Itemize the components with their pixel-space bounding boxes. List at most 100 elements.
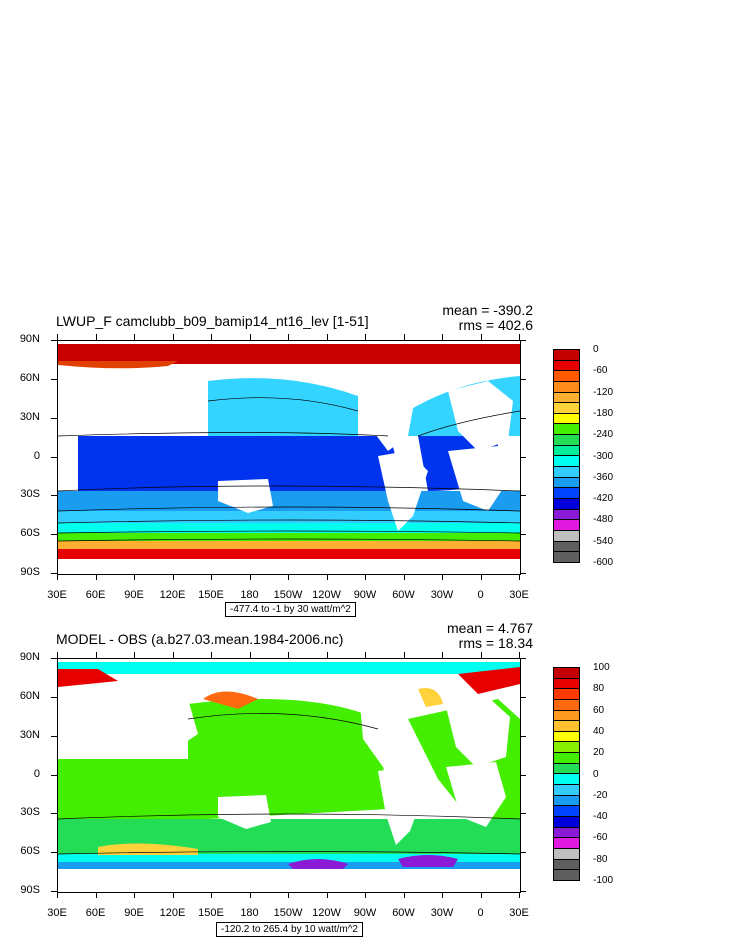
lon-label: 0 (477, 589, 484, 601)
bottom-map-plot (57, 658, 521, 893)
lon-tick (326, 334, 328, 340)
lon-tick (288, 652, 289, 658)
lon-tick (95, 574, 97, 580)
lon-label: 60E (85, 589, 106, 601)
lat-label: 60N (19, 371, 40, 384)
bottom-panel-title: MODEL - OBS (a.b27.03.mean.1984-2006.nc) (56, 631, 344, 647)
bottom-map-panel: MODEL - OBS (a.b27.03.mean.1984-2006.nc)… (0, 618, 733, 945)
lat-tick (520, 378, 526, 380)
lon-tick (326, 652, 328, 658)
lon-tick (211, 334, 212, 340)
lon-tick (211, 574, 212, 580)
lon-tick (288, 574, 289, 580)
colorbar-label: 60 (593, 704, 605, 716)
colorbar-label: 0 (593, 344, 599, 355)
lat-tick (520, 340, 526, 341)
lon-tick (249, 892, 251, 898)
lon-label: 120W (312, 907, 341, 919)
colorbar-label: 80 (593, 683, 605, 695)
lon-label: 90W (353, 907, 377, 919)
top-range-box: -477.4 to -1 by 30 watt/m^2 (225, 602, 356, 617)
lon-tick (95, 334, 97, 340)
colorbar-label: -480 (593, 514, 614, 526)
lon-label: 60E (85, 907, 106, 919)
colorbar-label: -100 (593, 875, 614, 886)
lon-tick (403, 892, 405, 898)
lon-tick (134, 652, 135, 658)
colorbar-label: -60 (593, 832, 608, 844)
lon-tick (403, 334, 405, 340)
lon-tick (480, 892, 482, 898)
lon-tick (134, 892, 135, 898)
bottom-map-field (58, 659, 520, 892)
lat-tick (51, 573, 57, 574)
colorbar-label: -60 (593, 365, 608, 377)
lon-tick (249, 334, 251, 340)
lon-tick (172, 892, 174, 898)
lat-tick (51, 456, 57, 458)
lon-tick (519, 652, 520, 658)
top-map-plot (57, 340, 521, 575)
lon-label: 120E (159, 589, 186, 601)
lon-tick (519, 334, 520, 340)
lat-label: 30S (20, 488, 40, 501)
colorbar-label: -120 (593, 386, 614, 398)
lat-label: 30N (19, 728, 40, 741)
colorbar-label: -240 (593, 429, 614, 441)
lat-tick (51, 852, 57, 854)
lat-tick (520, 417, 526, 419)
lon-tick (57, 574, 58, 580)
lat-tick (51, 774, 57, 776)
lon-tick (403, 574, 405, 580)
lon-label: 150W (273, 589, 303, 601)
colorbar-label: 100 (593, 662, 610, 673)
lat-tick (51, 417, 57, 419)
lat-label: 0 (33, 767, 40, 780)
lat-tick (51, 378, 57, 380)
lon-label: 30W (430, 589, 454, 601)
colorbar-label: 40 (593, 725, 605, 737)
lon-tick (442, 892, 443, 898)
lon-tick (288, 892, 289, 898)
lon-tick (172, 574, 174, 580)
top-panel-title: LWUP_F camclubb_b09_bamip14_nt16_lev [1-… (56, 313, 369, 329)
lon-tick (365, 652, 366, 658)
lon-tick (134, 334, 135, 340)
lon-tick (249, 652, 251, 658)
bottom-colorbar (553, 667, 580, 881)
lat-label: 60S (20, 527, 40, 540)
colorbar-label: 20 (593, 747, 605, 759)
lon-label: 30E (47, 907, 67, 919)
lat-tick (520, 735, 526, 737)
top-panel-mean: mean = -390.2 (442, 302, 533, 318)
lat-label: 60S (20, 845, 40, 858)
lon-tick (365, 892, 366, 898)
lat-tick (520, 658, 526, 659)
lat-tick (520, 891, 526, 892)
lat-tick (520, 495, 526, 497)
lon-label: 180 (240, 907, 259, 919)
colorbar-label: -180 (593, 407, 614, 419)
lat-label: 90S (20, 566, 40, 578)
colorbar-label: -40 (593, 811, 608, 823)
lat-tick (520, 696, 526, 698)
lon-tick (249, 574, 251, 580)
lon-tick (519, 892, 520, 898)
lon-label: 30W (430, 907, 454, 919)
lon-label: 150E (198, 907, 224, 919)
colorbar-label: -540 (593, 535, 614, 547)
lat-label: 30S (20, 806, 40, 819)
lat-tick (51, 813, 57, 815)
lon-label: 60W (392, 907, 415, 919)
lat-label: 90N (19, 333, 40, 345)
lon-tick (211, 652, 212, 658)
top-panel-rms: rms = 402.6 (458, 317, 533, 333)
colorbar-swatch (553, 869, 580, 881)
bottom-panel-mean: mean = 4.767 (446, 620, 533, 636)
lon-tick (442, 574, 443, 580)
lon-label: 120E (159, 907, 186, 919)
lat-tick (51, 340, 57, 341)
lat-tick (51, 891, 57, 892)
lon-tick (57, 334, 58, 340)
lon-tick (172, 652, 174, 658)
